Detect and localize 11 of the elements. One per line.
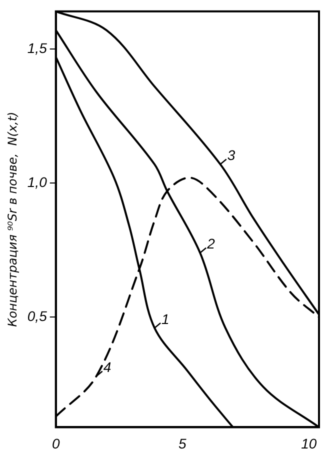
x-tick-label: 0 [52, 435, 60, 452]
y-tick-label: 1,0 [27, 174, 48, 190]
annotation: 2 [206, 236, 216, 252]
y-axis-title: Концентрация ⁹⁰Sr в почве, N(x,t) [5, 112, 20, 327]
y-tick-label: 0,5 [27, 308, 48, 324]
annotation: 4 [103, 359, 112, 376]
annotation: 3 [227, 147, 236, 164]
x-tick-label: 10 [301, 435, 317, 452]
x-tick-label: 5 [178, 435, 186, 452]
y-tick-label: 1,5 [27, 40, 48, 56]
annotation: 1 [162, 310, 170, 327]
